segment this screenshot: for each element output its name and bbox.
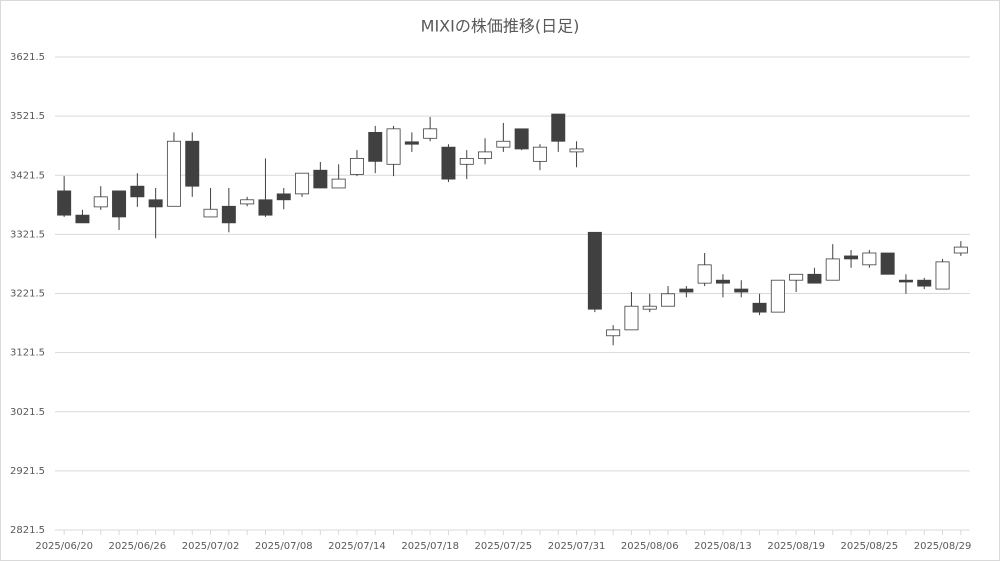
candle-body <box>844 255 859 260</box>
candle-body <box>734 288 749 293</box>
candle-body <box>112 190 127 218</box>
x-tick-label: 2025/08/13 <box>694 541 752 552</box>
candle-body <box>953 246 968 254</box>
candle-body <box>642 305 657 310</box>
y-tick-label: 3221.5 <box>10 289 45 300</box>
candle-body <box>57 190 72 216</box>
candle-body <box>935 261 950 290</box>
candle-body <box>166 140 181 207</box>
candle-body <box>276 193 291 201</box>
x-tick-label: 2025/08/06 <box>621 541 679 552</box>
candle-body <box>514 128 529 150</box>
candle-body <box>258 199 273 216</box>
y-tick-label: 3421.5 <box>10 170 45 181</box>
candle-body <box>478 151 493 159</box>
candle-body <box>917 279 932 287</box>
candle-body <box>459 157 474 165</box>
candle-body <box>75 214 90 224</box>
candle-body <box>221 205 236 224</box>
candle-body <box>569 148 584 153</box>
candle-body <box>148 199 163 208</box>
x-tick-label: 2025/08/29 <box>914 541 972 552</box>
y-tick-label: 2821.5 <box>10 525 45 536</box>
candle-body <box>661 293 676 307</box>
candle-body <box>624 305 639 331</box>
candle-body <box>606 329 621 337</box>
candle-body <box>368 131 383 162</box>
candle-body <box>313 169 328 189</box>
x-tick-label: 2025/07/25 <box>475 541 533 552</box>
candle-body <box>423 128 438 139</box>
x-tick-label: 2025/07/18 <box>401 541 459 552</box>
candle-body <box>185 140 200 187</box>
candle-body <box>240 199 255 205</box>
y-tick-label: 2921.5 <box>10 466 45 477</box>
candle-body <box>807 273 822 284</box>
x-tick-label: 2025/06/26 <box>109 541 167 552</box>
candle-body <box>203 208 218 218</box>
candle-body <box>551 113 566 142</box>
x-tick-label: 2025/08/19 <box>767 541 825 552</box>
candle-body <box>532 146 547 162</box>
candle-body <box>349 157 364 175</box>
candle-body <box>898 279 913 283</box>
candle-body <box>496 140 511 148</box>
candle-body <box>441 146 456 180</box>
candle-body <box>880 252 895 275</box>
candle-body <box>752 302 767 313</box>
y-tick-label: 3021.5 <box>10 407 45 418</box>
candle-body <box>386 128 401 165</box>
candle-body <box>862 252 877 266</box>
x-tick-label: 2025/06/20 <box>35 541 93 552</box>
x-tick-label: 2025/07/31 <box>548 541 606 552</box>
candle-body <box>93 196 108 208</box>
chart-title: MIXIの株価推移(日足) <box>421 17 580 36</box>
y-tick-label: 3321.5 <box>10 229 45 240</box>
candle-body <box>679 288 694 293</box>
candle-body <box>789 273 804 281</box>
candle-body <box>587 231 602 310</box>
x-tick-label: 2025/07/08 <box>255 541 313 552</box>
candle-body <box>825 258 840 281</box>
y-tick-label: 3621.5 <box>10 52 45 63</box>
candle-body <box>697 264 712 284</box>
candle-body <box>295 172 310 195</box>
y-tick-label: 3121.5 <box>10 348 45 359</box>
x-tick-label: 2025/07/02 <box>182 541 240 552</box>
x-tick-label: 2025/08/25 <box>841 541 899 552</box>
candle-body <box>404 141 419 145</box>
candle-body <box>770 279 785 313</box>
candle-body <box>130 185 145 198</box>
candle-body <box>331 178 346 189</box>
y-tick-label: 3521.5 <box>10 111 45 122</box>
x-tick-label: 2025/07/14 <box>328 541 386 552</box>
candle-body <box>715 279 730 284</box>
